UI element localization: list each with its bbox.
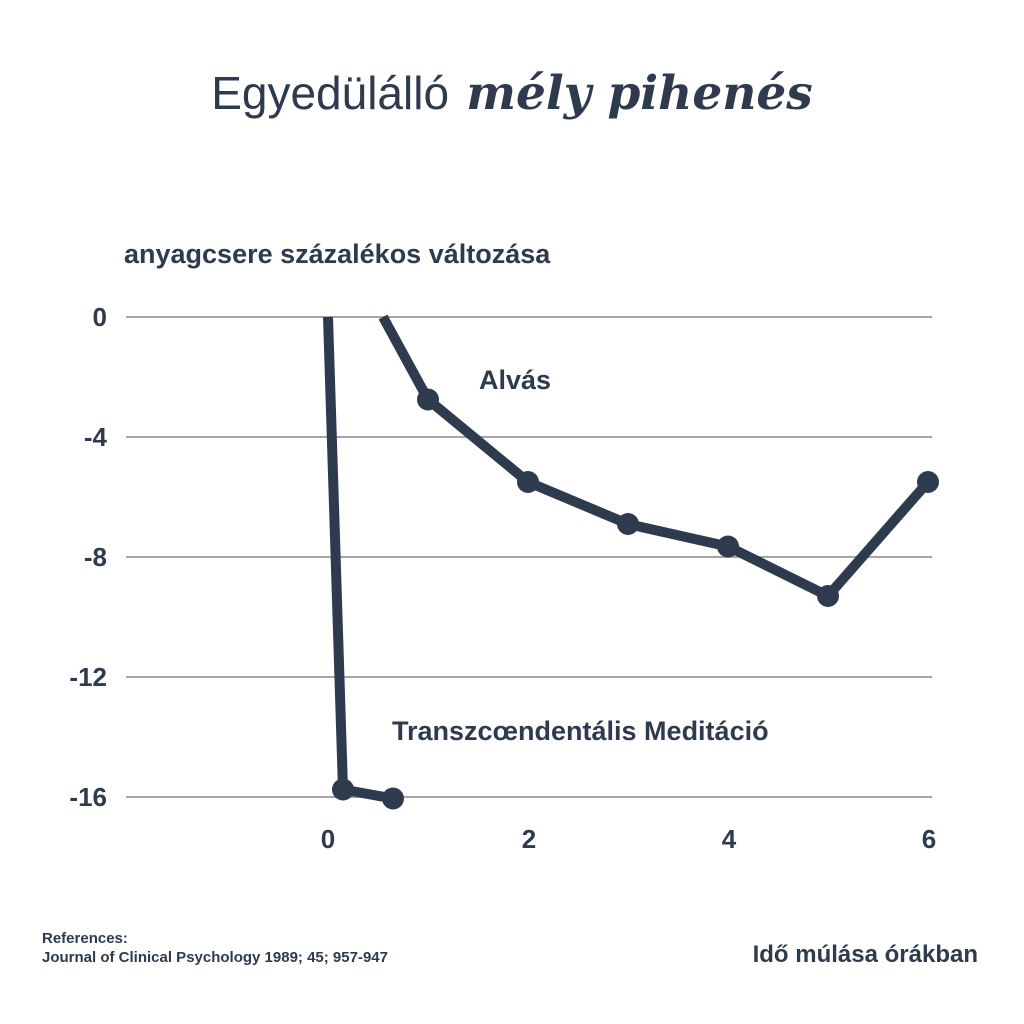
references-block: References: Journal of Clinical Psycholo…	[42, 929, 388, 967]
data-point-marker	[417, 388, 439, 411]
data-point-marker	[332, 778, 354, 801]
page-title-italic-part: mély pihenés	[466, 66, 813, 121]
x-tick-label-2: 2	[521, 824, 537, 854]
y-axis-label: anyagcsere százalékos változása	[124, 239, 551, 269]
x-axis-label: Idő múlása órákban	[752, 941, 978, 968]
references-citation: Journal of Clinical Psychology 1989; 45;…	[42, 949, 388, 966]
title-space	[454, 67, 467, 119]
data-point-marker	[382, 787, 404, 810]
x-tick-label-4: 4	[721, 824, 737, 854]
data-point-marker	[817, 585, 839, 607]
y-tick-label-0: 0	[92, 302, 107, 332]
page-title: Egyedülálló mély pihenés	[0, 66, 1024, 121]
references-heading: References:	[42, 930, 128, 947]
x-tick-label-0: 0	[320, 824, 336, 854]
data-point-marker	[717, 535, 739, 558]
y-tick-label-minus12: -12	[69, 662, 107, 692]
page-title-regular-part: Egyedülálló	[211, 67, 450, 119]
y-tick-label-minus4: -4	[83, 422, 107, 452]
x-tick-label-6: 6	[921, 824, 937, 854]
series-line-0	[378, 314, 932, 601]
series-label-sleep: Alvás	[479, 365, 552, 395]
data-point-marker	[517, 471, 539, 493]
y-tick-label-minus16: -16	[69, 782, 107, 812]
data-point-marker	[617, 513, 639, 535]
series-label-transcendental-meditation: Transzcœndentális Meditáció	[392, 716, 769, 746]
data-point-marker	[917, 471, 939, 493]
y-tick-label-minus8: -8	[83, 542, 107, 572]
